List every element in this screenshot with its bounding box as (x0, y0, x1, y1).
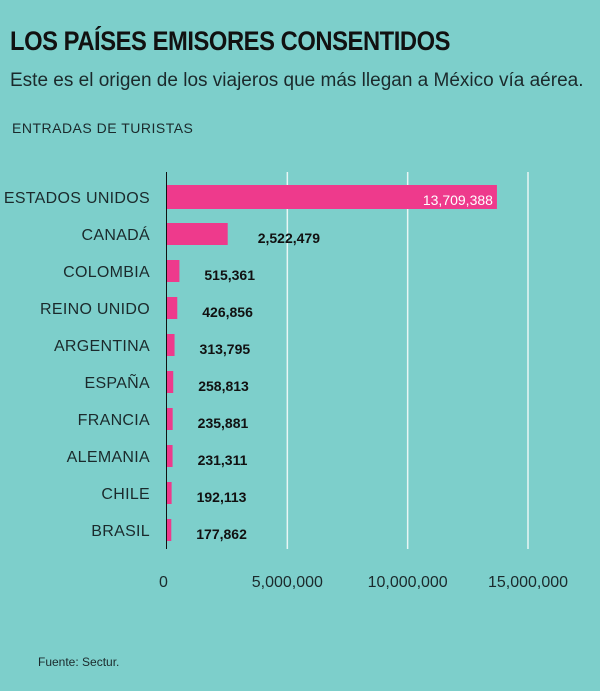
bar (167, 519, 172, 541)
value-label: 192,113 (197, 489, 247, 505)
value-label: 515,361 (204, 267, 255, 283)
metric-label: ENTRADAS DE TURISTAS (12, 120, 194, 136)
category-label: COLOMBIA (63, 264, 150, 281)
value-label: 426,856 (202, 304, 253, 320)
bar (167, 445, 173, 467)
category-label: BRASIL (91, 523, 150, 540)
x-tick-label: 5,000,000 (252, 574, 323, 591)
bar (167, 408, 173, 430)
value-label: 258,813 (198, 378, 249, 394)
x-tick-label: 0 (159, 574, 168, 591)
value-label: 177,862 (196, 526, 247, 542)
category-label: REINO UNIDO (40, 301, 150, 318)
chart-subtitle: Este es el origen de los viajeros que má… (10, 70, 584, 91)
source-note: Fuente: Sectur. (38, 655, 120, 669)
bar (167, 297, 178, 319)
category-label: ESTADOS UNIDOS (4, 190, 150, 207)
category-label: FRANCIA (78, 412, 150, 429)
category-label: CHILE (101, 486, 150, 503)
bar (167, 223, 228, 245)
value-label: 313,795 (200, 341, 251, 357)
x-tick-label: 15,000,000 (488, 574, 568, 591)
chart-title: LOS PAÍSES EMISORES CONSENTIDOS (10, 26, 451, 56)
bar (167, 334, 175, 356)
bar (167, 185, 497, 209)
bar (167, 482, 172, 504)
category-label: ESPAÑA (84, 372, 150, 392)
value-label: 2,522,479 (258, 230, 320, 246)
category-label: ARGENTINA (54, 338, 150, 355)
bar (167, 371, 174, 393)
category-label: CANADÁ (82, 225, 151, 244)
category-label: ALEMANIA (67, 449, 150, 466)
value-label: 235,881 (198, 415, 249, 431)
value-label: 231,311 (198, 452, 248, 468)
value-label: 13,709,388 (423, 192, 493, 208)
x-tick-label: 10,000,000 (368, 574, 448, 591)
bar (167, 260, 180, 282)
